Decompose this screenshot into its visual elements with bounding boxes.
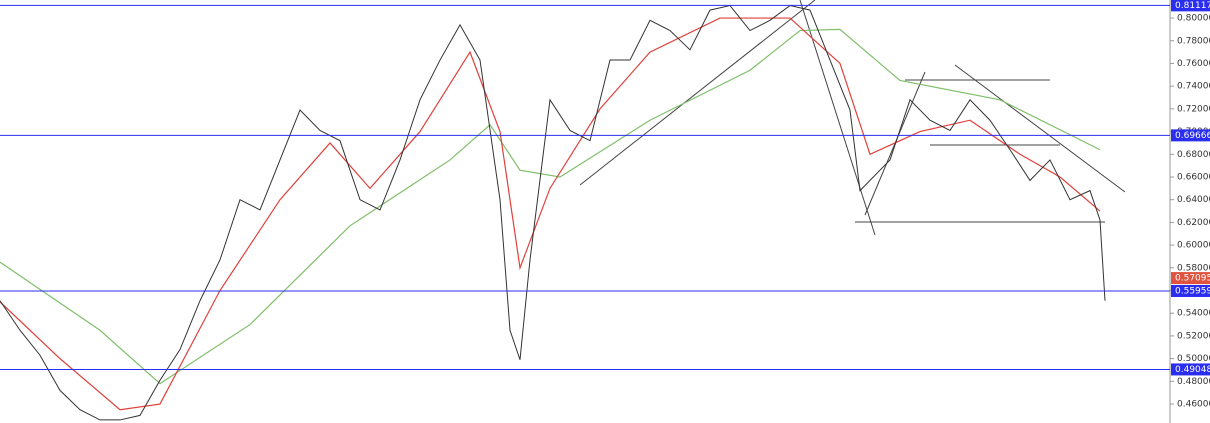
price-line <box>0 17 1101 411</box>
level-label: 0.49048 <box>1175 365 1210 375</box>
level-label: 0.55959 <box>1175 286 1210 296</box>
level-badge <box>1171 129 1210 142</box>
level-badge <box>1171 0 1210 12</box>
level-badge <box>1171 284 1210 297</box>
price-line <box>0 5 1106 421</box>
trend-line <box>579 0 816 186</box>
last-price-badge <box>1171 272 1210 285</box>
level-label: 0.69666 <box>1175 131 1210 141</box>
last-price-label: 0.57095 <box>1175 274 1210 284</box>
trend-line <box>954 64 1126 193</box>
price-line <box>0 28 1101 385</box>
level-label: 0.81117 <box>1175 1 1210 11</box>
level-badge <box>1171 363 1210 376</box>
